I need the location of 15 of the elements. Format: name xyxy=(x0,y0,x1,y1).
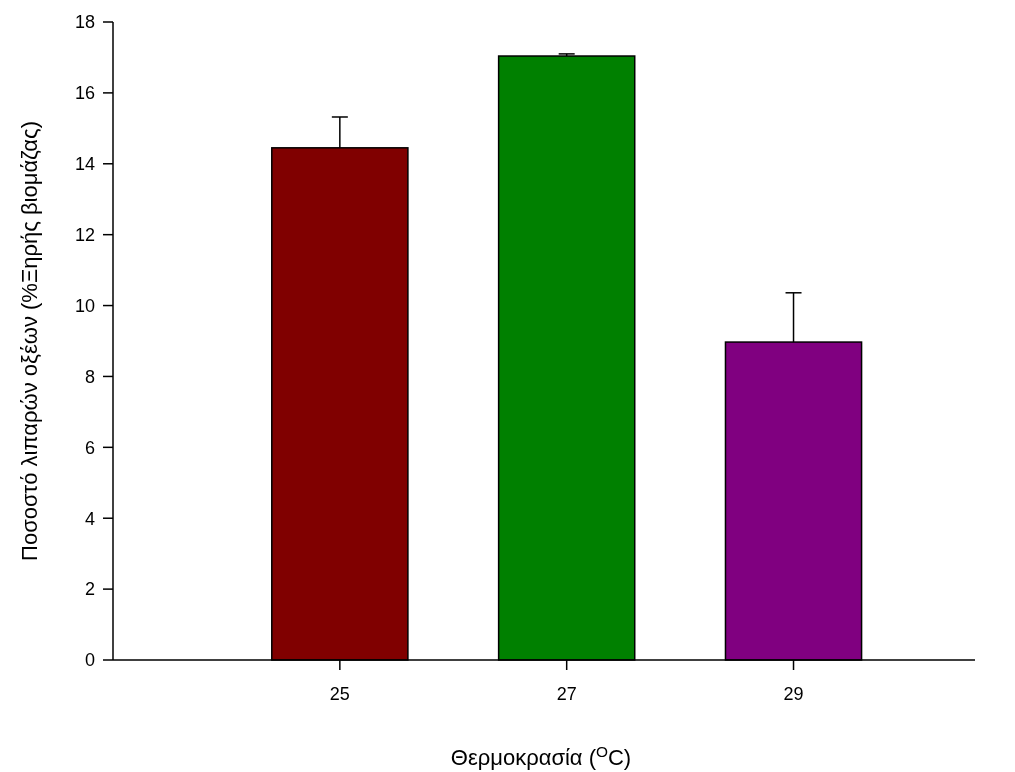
y-tick-label: 12 xyxy=(74,224,95,245)
y-tick-label: 14 xyxy=(74,154,95,175)
y-tick-label: 18 xyxy=(74,12,95,33)
y-tick-label: 6 xyxy=(84,437,95,458)
x-tick-label: 29 xyxy=(783,684,804,704)
x-tick-label: 25 xyxy=(329,684,350,704)
y-tick-label: 2 xyxy=(84,579,95,600)
y-tick-label: 16 xyxy=(74,83,95,104)
y-axis-title: Ποσοστό λιπαρών οξέων (%Ξηρής βιομάζας) xyxy=(17,121,42,561)
y-tick-label: 10 xyxy=(74,295,95,316)
y-tick-label: 4 xyxy=(84,508,95,529)
y-tick-label: 0 xyxy=(84,650,95,671)
x-axis-title: Θερμοκρασία ($^{O}$C) xyxy=(450,742,632,770)
x-tick-label: 27 xyxy=(556,684,577,704)
y-tick-label: 8 xyxy=(84,366,95,387)
